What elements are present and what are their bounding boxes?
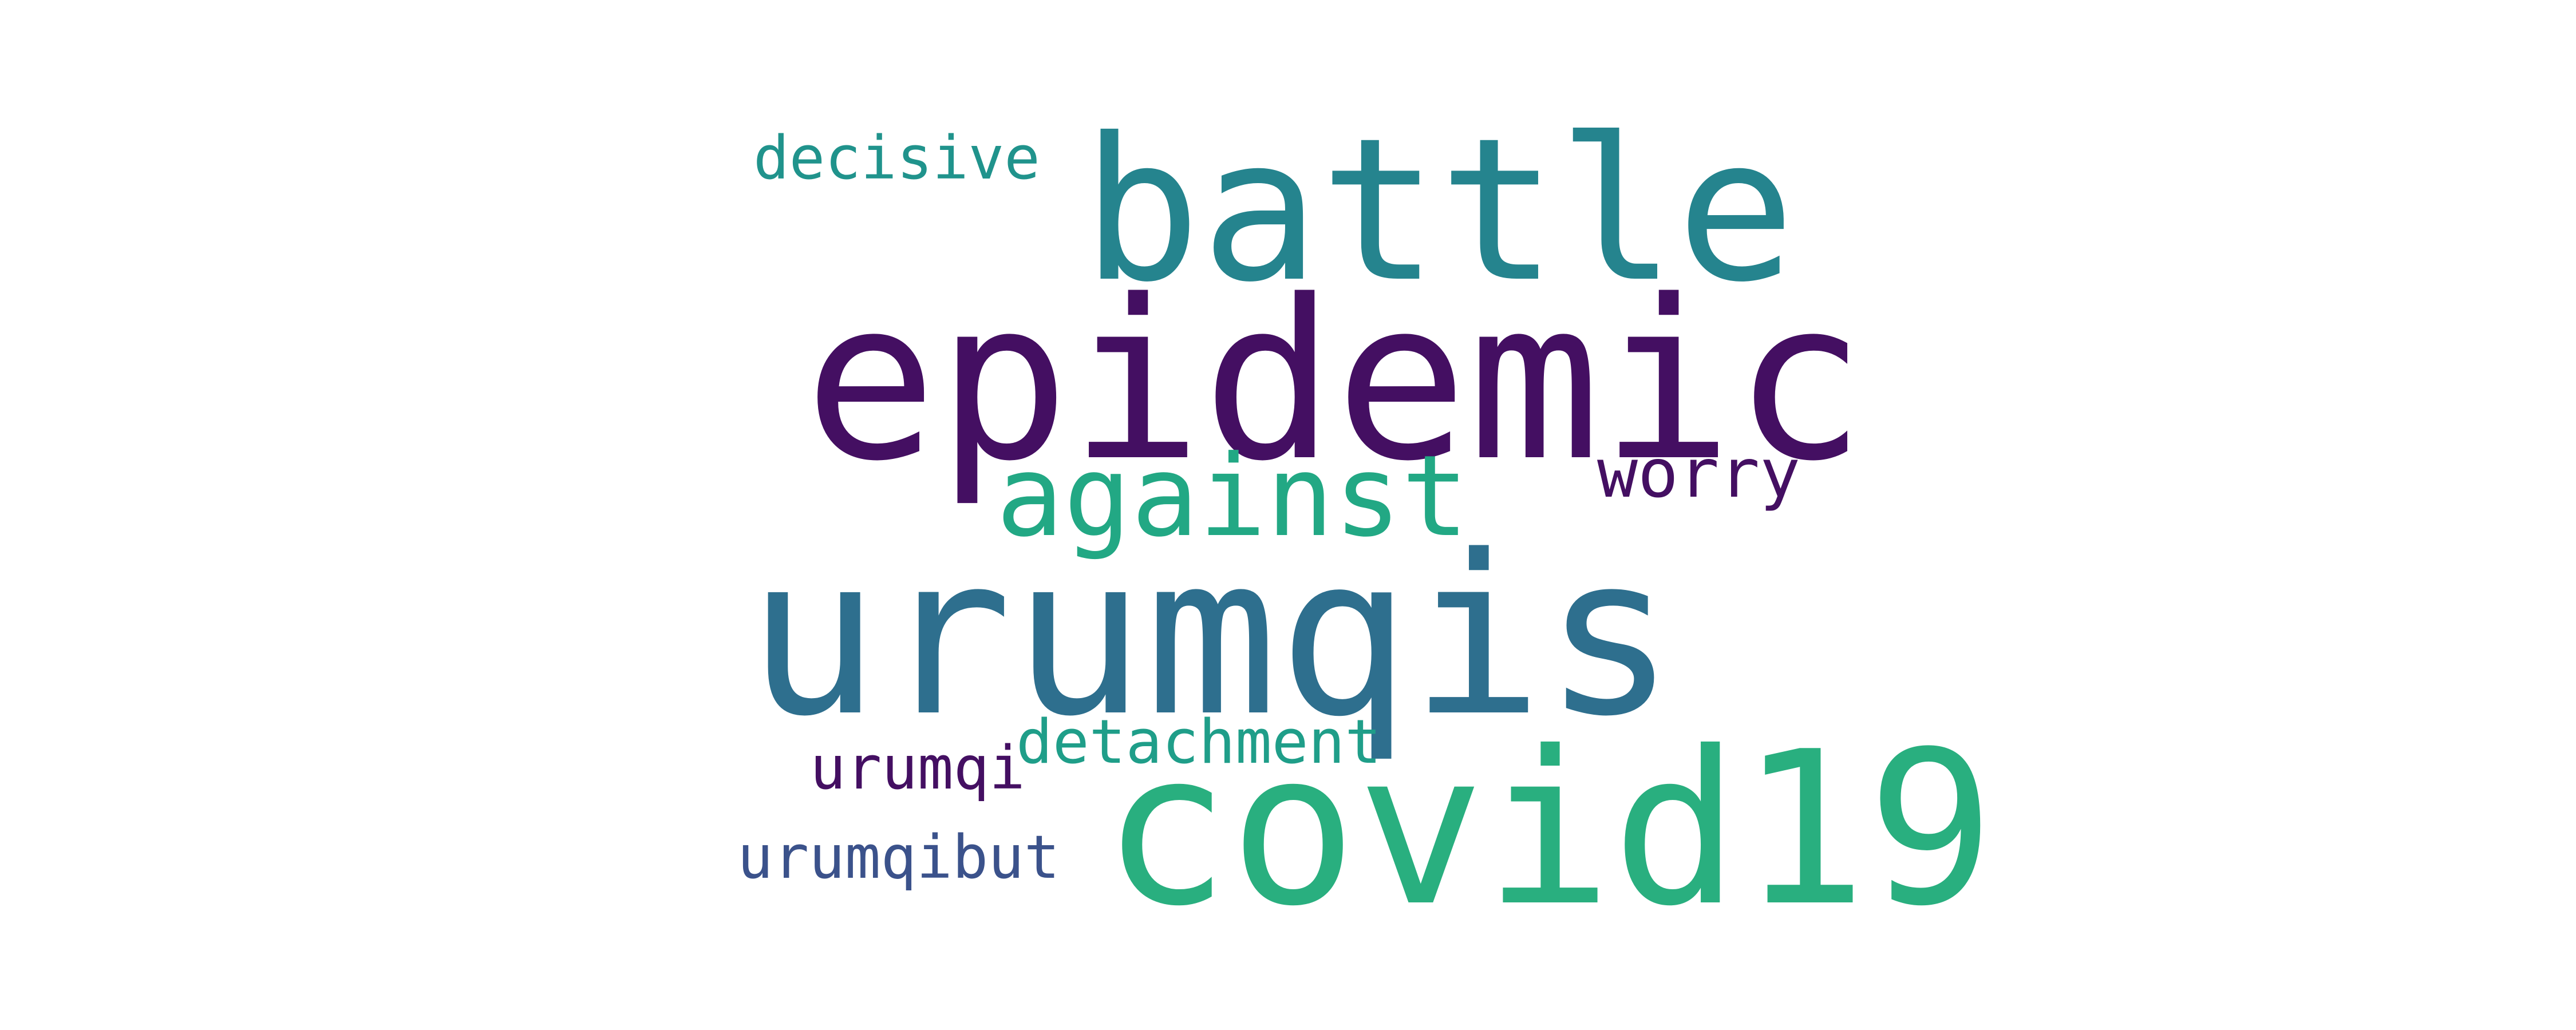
word-worry: worry xyxy=(1597,434,1801,513)
word-urumqis: urumqis xyxy=(747,508,1676,764)
word-battle: battle xyxy=(1082,96,1796,326)
word-decisive: decisive xyxy=(753,123,1040,193)
word-urumqi: urumqi xyxy=(810,733,1025,803)
word-urumqibut: urumqibut xyxy=(737,822,1060,892)
word-detachment: detachment xyxy=(1016,707,1382,777)
word-epidemic: epidemic xyxy=(804,253,1866,509)
word-covid19: covid19 xyxy=(1102,707,1995,953)
word-against: against xyxy=(996,431,1469,562)
